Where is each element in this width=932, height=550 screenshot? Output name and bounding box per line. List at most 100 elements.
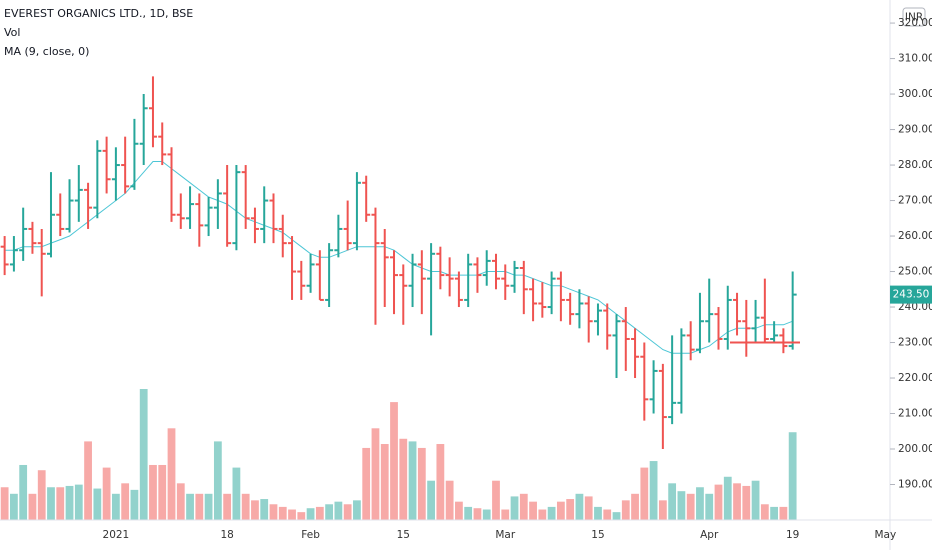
volume-bar xyxy=(204,493,213,520)
volume-bar xyxy=(603,509,612,520)
y-tick-label: 320.00 xyxy=(898,17,932,29)
volume-bar xyxy=(538,509,547,520)
volume-bar xyxy=(121,483,130,520)
volume-bar xyxy=(260,499,269,520)
volume-bar xyxy=(111,493,120,520)
volume-bar xyxy=(84,441,92,520)
volume-bar xyxy=(362,447,371,520)
volume-bar xyxy=(686,493,695,520)
currency[interactable]: INR xyxy=(905,12,923,24)
volume-bar xyxy=(492,480,500,520)
volume-bar xyxy=(705,493,714,520)
volume-bar xyxy=(519,493,528,520)
volume-bar xyxy=(510,496,519,520)
volume-legend: Vol xyxy=(4,26,20,39)
y-tick-label: 250.00 xyxy=(898,266,932,278)
volume-bar xyxy=(770,506,779,520)
volume-bar xyxy=(733,483,741,520)
volume-bar xyxy=(74,484,83,520)
x-tick-label: 19 xyxy=(786,529,799,541)
volume-bar xyxy=(594,506,602,520)
y-tick-label: 230.00 xyxy=(898,337,932,349)
x-tick-label: 15 xyxy=(591,529,604,541)
volume-bar xyxy=(10,493,18,520)
volume-bar xyxy=(288,509,296,520)
volume-bar xyxy=(482,509,491,520)
last-price-box xyxy=(890,285,932,304)
volume-bar xyxy=(306,508,315,520)
x-tick-label: Apr xyxy=(700,529,719,541)
volume-bar xyxy=(19,464,28,520)
volume-bar xyxy=(436,444,445,520)
volume-bar xyxy=(612,512,621,520)
y-tick-label: 240.00 xyxy=(898,301,932,313)
volume-bar xyxy=(575,493,584,520)
volume-bar xyxy=(417,447,426,520)
volume-bar xyxy=(501,509,510,520)
y-tick-label: 220.00 xyxy=(898,372,932,384)
volume-bar xyxy=(455,501,463,520)
x-tick-label: Mar xyxy=(495,529,515,541)
volume-bar xyxy=(631,493,639,520)
volume-bar xyxy=(779,506,788,520)
y-tick-label: 310.00 xyxy=(898,53,932,65)
y-tick-label: 260.00 xyxy=(898,230,932,242)
volume-bar xyxy=(167,428,176,520)
y-tick-label: 280.00 xyxy=(898,159,932,171)
volume-bar xyxy=(445,480,454,520)
y-tick-label: 200.00 xyxy=(898,443,932,455)
volume-bar xyxy=(343,504,352,520)
x-tick-label: 18 xyxy=(220,529,233,541)
last-price-label: 243.50 xyxy=(893,289,930,301)
x-tick-label: Feb xyxy=(301,529,320,541)
volume-bar xyxy=(251,500,259,520)
volume-bar xyxy=(0,487,9,520)
volume-bar xyxy=(269,504,278,520)
volume-bar xyxy=(714,484,723,520)
volume-bar xyxy=(37,470,46,520)
volume-bar xyxy=(93,488,102,520)
volume-bar xyxy=(742,485,751,520)
volume-bar xyxy=(473,508,482,520)
y-tick-label: 270.00 xyxy=(898,195,932,207)
volume-bar xyxy=(649,461,658,520)
volume-bar xyxy=(547,506,556,520)
x-tick-label: 2021 xyxy=(103,529,130,541)
volume-bar xyxy=(213,441,222,520)
ma-legend: MA (9, close, 0) xyxy=(4,45,89,58)
currency-box[interactable] xyxy=(902,7,926,27)
volume-bar xyxy=(696,487,704,520)
volume-bar xyxy=(102,467,111,520)
volume-bar xyxy=(668,483,677,520)
x-tick-label: 15 xyxy=(397,529,410,541)
ma-line xyxy=(4,161,793,354)
volume-bar xyxy=(529,501,537,520)
volume-bar xyxy=(584,496,593,520)
y-tick-label: 300.00 xyxy=(898,88,932,100)
volume-bar xyxy=(751,480,760,520)
volume-bar xyxy=(315,506,324,520)
volume-bar xyxy=(325,504,334,520)
volume-bar xyxy=(427,480,435,520)
plot-area xyxy=(0,76,800,520)
volume-bar xyxy=(760,504,769,520)
volume-bar xyxy=(566,499,575,520)
volume-bar xyxy=(241,493,250,520)
volume-bar xyxy=(621,500,630,520)
volume-bar xyxy=(371,428,380,520)
volume-bar xyxy=(658,500,667,520)
volume-bar xyxy=(149,464,157,520)
volume-bar xyxy=(195,493,204,520)
volume-bar xyxy=(380,444,389,520)
volume-bar xyxy=(278,506,287,520)
volume-bar xyxy=(139,389,148,520)
volume-bar xyxy=(130,489,139,520)
volume-bar xyxy=(334,501,343,520)
chart-title: EVEREST ORGANICS LTD., 1D, BSE xyxy=(4,7,193,20)
volume-bar xyxy=(723,476,732,520)
y-tick-label: 210.00 xyxy=(898,408,932,420)
y-tick-label: 290.00 xyxy=(898,124,932,136)
volume-bar xyxy=(65,485,74,520)
y-tick-label: 190.00 xyxy=(898,479,932,491)
